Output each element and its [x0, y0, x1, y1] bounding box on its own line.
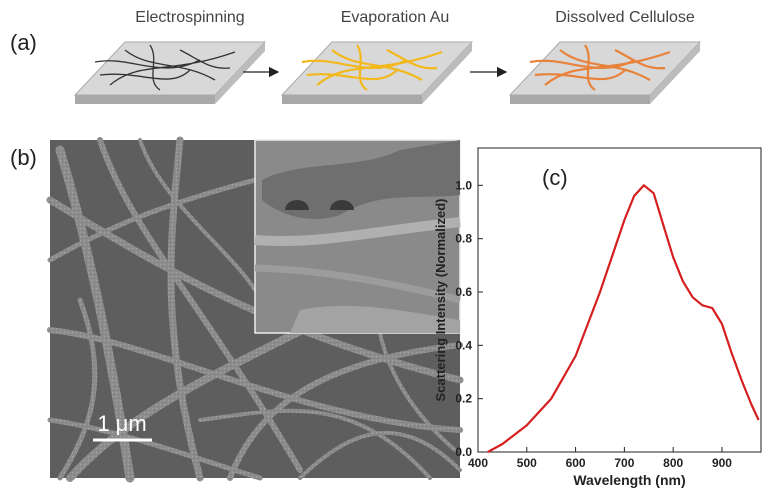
- y-axis-label: Scattering Intensity (Normalized): [433, 199, 448, 402]
- step-label: Evaporation Au: [341, 9, 450, 26]
- x-tick-label: 800: [663, 456, 683, 470]
- step-label: Electrospinning: [135, 9, 244, 26]
- y-tick-label: 1.0: [455, 178, 472, 192]
- data-line: [488, 185, 759, 452]
- panel-label: (b): [10, 145, 37, 170]
- y-tick-label: 0.2: [455, 392, 472, 406]
- panel-label: (a): [10, 30, 37, 55]
- y-tick-label: 0.8: [455, 232, 472, 246]
- plot-frame: [478, 148, 761, 452]
- x-tick-label: 500: [517, 456, 537, 470]
- x-tick-label: 700: [614, 456, 634, 470]
- y-tick-label: 0.0: [455, 445, 472, 459]
- substrates: [75, 42, 700, 104]
- x-tick-label: 600: [566, 456, 586, 470]
- panel-label: (c): [542, 165, 568, 190]
- scale-bar-label: 1 μm: [97, 411, 146, 436]
- x-axis-label: Wavelength (nm): [573, 472, 685, 488]
- y-tick-label: 0.6: [455, 285, 472, 299]
- x-tick-label: 900: [712, 456, 732, 470]
- y-tick-label: 0.4: [455, 338, 472, 352]
- figure: (a) Electrospinning Evaporation Au Disso…: [0, 0, 763, 501]
- step-label: Dissolved Cellulose: [555, 9, 695, 26]
